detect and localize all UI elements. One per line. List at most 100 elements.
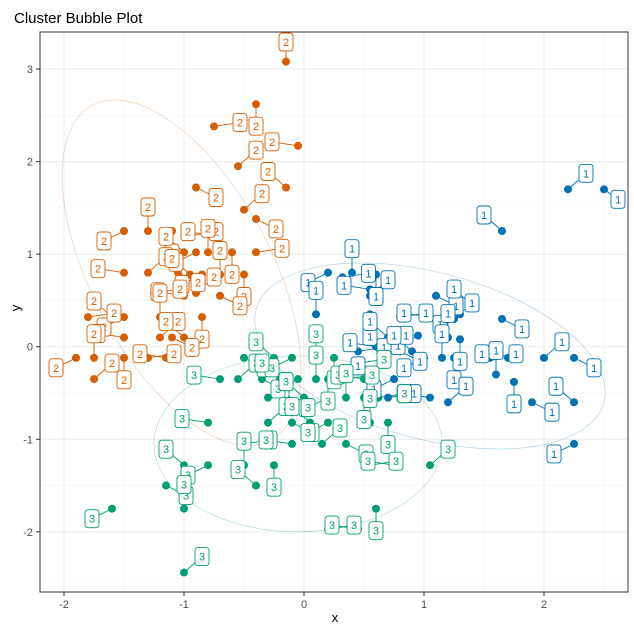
label-text: 3: [393, 456, 399, 468]
point-cluster-2: [252, 100, 260, 109]
label-box: [308, 324, 324, 344]
label-box: [458, 376, 474, 396]
label-box: [320, 391, 336, 411]
label-box: [104, 353, 120, 373]
point-label-cluster-2: 2: [200, 218, 216, 238]
point-cluster-3: [108, 504, 116, 513]
x-tick-label: 2: [541, 599, 547, 611]
point-label-cluster-1: 1: [586, 358, 602, 378]
label-box: [506, 394, 522, 414]
point-label-cluster-3: 3: [308, 345, 324, 365]
point-cluster-3: [288, 418, 296, 427]
label-text: 3: [241, 436, 247, 448]
label-text: 3: [325, 396, 331, 408]
label-text: 2: [163, 316, 169, 328]
label-box: [186, 365, 202, 385]
label-box: [362, 312, 378, 331]
label-text: 1: [479, 349, 485, 361]
label-box: [224, 264, 240, 284]
point-cluster-3: [372, 504, 380, 513]
label-text: 1: [439, 329, 445, 341]
point-label-cluster-2: 2: [208, 188, 224, 207]
point-label-cluster-1: 1: [458, 376, 474, 396]
point-cluster-2: [192, 248, 200, 257]
label-box: [96, 231, 112, 251]
label-text: 3: [305, 428, 311, 440]
label-box: [368, 287, 384, 306]
label-box: [544, 402, 560, 422]
cluster-1-ellipse: [254, 262, 606, 450]
label-text: 2: [145, 202, 151, 214]
point-label-cluster-3: 3: [186, 365, 202, 385]
label-text: 3: [351, 520, 357, 532]
point-cluster-2: [204, 248, 212, 257]
point-label-cluster-2: 2: [224, 264, 240, 284]
label-text: 2: [259, 189, 265, 201]
label-box: [152, 283, 168, 303]
label-text: 2: [175, 316, 181, 328]
point-label-cluster-3: 3: [376, 349, 392, 369]
point-label-cluster-3: 3: [324, 515, 340, 535]
point-cluster-3: [288, 353, 296, 362]
x-tick-label: 1: [421, 599, 427, 611]
point-label-cluster-2: 2: [132, 344, 148, 364]
point-cluster-3: [318, 439, 326, 448]
point-cluster-1: [498, 314, 506, 323]
point-cluster-2: [282, 57, 290, 66]
point-label-cluster-2: 2: [278, 32, 294, 52]
label-box: [164, 249, 180, 268]
label-box: [300, 398, 316, 418]
y-tick-label: 0: [27, 342, 33, 354]
point-cluster-2: [90, 353, 98, 362]
label-text: 3: [183, 491, 189, 503]
label-box: [548, 376, 564, 396]
point-label-cluster-3: 3: [266, 477, 282, 497]
label-text: 2: [213, 227, 219, 239]
label-box: [172, 279, 188, 299]
label-box: [344, 239, 360, 259]
point-label-cluster-2: 2: [248, 116, 264, 136]
point-cluster-3: [264, 418, 272, 427]
label-box: [208, 188, 224, 207]
point-label-cluster-1: 1: [452, 351, 468, 371]
label-text: 3: [361, 415, 367, 427]
point-label-cluster-2: 2: [106, 303, 122, 323]
label-text: 1: [401, 308, 407, 320]
point-cluster-3: [204, 418, 212, 427]
y-tick-label: 2: [27, 157, 33, 169]
point-label-cluster-3: 3: [356, 410, 372, 430]
point-cluster-3: [180, 504, 188, 513]
point-label-cluster-2: 2: [166, 344, 182, 364]
label-box: [610, 189, 626, 209]
point-cluster-2: [156, 333, 164, 342]
label-box: [236, 431, 252, 451]
point-cluster-3: [288, 439, 296, 448]
point-cluster-1: [570, 353, 578, 362]
label-text: 2: [229, 269, 235, 281]
point-label-cluster-2: 2: [158, 312, 174, 331]
label-text: 1: [551, 449, 557, 461]
label-text: 3: [305, 403, 311, 415]
label-box: [248, 140, 264, 160]
label-text: 3: [289, 402, 295, 414]
label-text: 2: [171, 349, 177, 361]
label-box: [554, 332, 570, 352]
label-text: 3: [385, 440, 391, 452]
point-label-cluster-3: 3: [388, 451, 404, 471]
point-cluster-2: [84, 313, 92, 322]
label-text: 2: [269, 137, 275, 149]
label-text: 2: [137, 349, 143, 361]
label-box: [308, 280, 324, 300]
point-label-cluster-1: 1: [546, 444, 562, 464]
point-cluster-2: [192, 183, 200, 192]
label-text: 2: [195, 278, 201, 290]
label-box: [336, 275, 352, 295]
label-text: 3: [381, 354, 387, 366]
point-label-cluster-1: 1: [368, 287, 384, 306]
point-label-cluster-3: 3: [320, 391, 336, 411]
point-label-cluster-2: 2: [274, 238, 290, 258]
label-text: 1: [615, 194, 621, 206]
label-text: 3: [367, 394, 373, 406]
point-label-cluster-3: 3: [284, 397, 300, 417]
label-text: 1: [469, 298, 475, 310]
